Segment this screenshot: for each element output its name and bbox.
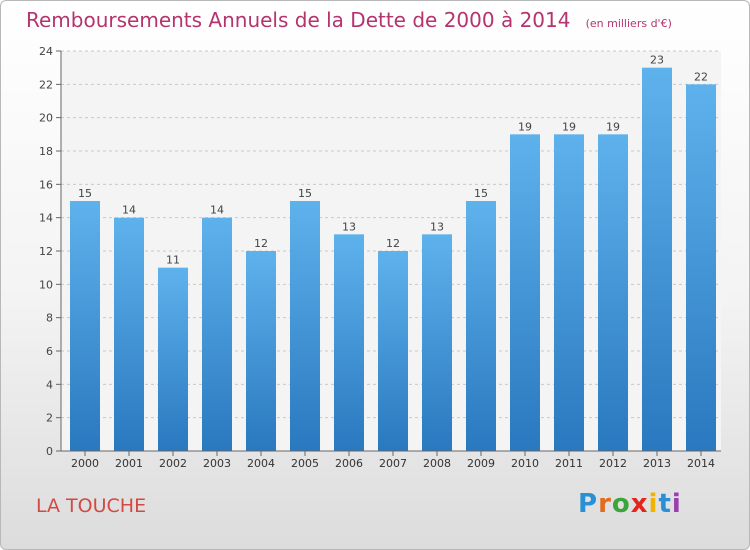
bar: [422, 234, 452, 451]
y-tick-label: 22: [39, 78, 53, 91]
y-tick-label: 8: [46, 312, 53, 325]
commune-name: LA TOUCHE: [36, 495, 147, 517]
bar: [334, 234, 364, 451]
x-tick-label: 2004: [247, 457, 275, 470]
data-label: 13: [430, 220, 444, 233]
x-tick-label: 2001: [115, 457, 143, 470]
x-tick-label: 2013: [643, 457, 671, 470]
logo-letter: P: [578, 489, 599, 519]
x-tick-label: 2009: [467, 457, 495, 470]
data-label: 22: [694, 70, 708, 83]
bar: [598, 134, 628, 452]
y-tick-label: 0: [46, 445, 53, 458]
x-tick-label: 2005: [291, 457, 319, 470]
logo-letter: r: [598, 489, 612, 519]
data-label: 15: [78, 187, 92, 200]
bar: [554, 134, 584, 452]
data-label: 19: [518, 120, 532, 133]
data-label: 15: [298, 187, 312, 200]
y-tick-label: 16: [39, 178, 53, 191]
chart-title-row: Remboursements Annuels de la Dette de 20…: [26, 8, 672, 32]
x-tick-label: 2002: [159, 457, 187, 470]
logo-letter: o: [611, 489, 631, 519]
bar: [378, 251, 408, 451]
data-label: 15: [474, 187, 488, 200]
chart-title: Remboursements Annuels de la Dette de 20…: [26, 8, 571, 32]
y-tick-label: 20: [39, 112, 53, 125]
x-tick-label: 2012: [599, 457, 627, 470]
x-tick-label: 2006: [335, 457, 363, 470]
data-label: 19: [606, 120, 620, 133]
y-tick-label: 6: [46, 345, 53, 358]
logo-letter: x: [630, 489, 649, 519]
data-label: 14: [122, 204, 136, 217]
logo-letter: i: [671, 489, 682, 519]
bar: [686, 84, 716, 451]
bar: [114, 217, 144, 451]
y-tick-label: 14: [39, 212, 53, 225]
data-label: 12: [386, 237, 400, 250]
chart-subtitle: (en milliers d'€): [585, 17, 672, 30]
data-label: 11: [166, 254, 180, 267]
x-tick-label: 2008: [423, 457, 451, 470]
x-tick-label: 2007: [379, 457, 407, 470]
y-tick-label: 4: [46, 378, 53, 391]
bar: [70, 201, 100, 451]
data-label: 12: [254, 237, 268, 250]
y-tick-label: 10: [39, 278, 53, 291]
x-tick-label: 2000: [71, 457, 99, 470]
bar: [158, 267, 188, 451]
x-tick-label: 2014: [687, 457, 715, 470]
data-label: 13: [342, 220, 356, 233]
y-tick-label: 2: [46, 412, 53, 425]
bar: [246, 251, 276, 451]
logo-letter: t: [658, 489, 672, 519]
bar: [202, 217, 232, 451]
logo-letter: i: [648, 489, 659, 519]
bar: [466, 201, 496, 451]
data-label: 19: [562, 120, 576, 133]
bar: [642, 67, 672, 452]
y-tick-label: 24: [39, 45, 53, 58]
bar: [290, 201, 320, 451]
y-tick-label: 18: [39, 145, 53, 158]
data-label: 23: [650, 54, 664, 67]
proxiti-logo[interactable]: Proxiti: [578, 489, 682, 519]
x-tick-label: 2010: [511, 457, 539, 470]
data-label: 14: [210, 204, 224, 217]
x-tick-label: 2003: [203, 457, 231, 470]
bar: [510, 134, 540, 452]
y-tick-label: 12: [39, 245, 53, 258]
x-tick-label: 2011: [555, 457, 583, 470]
